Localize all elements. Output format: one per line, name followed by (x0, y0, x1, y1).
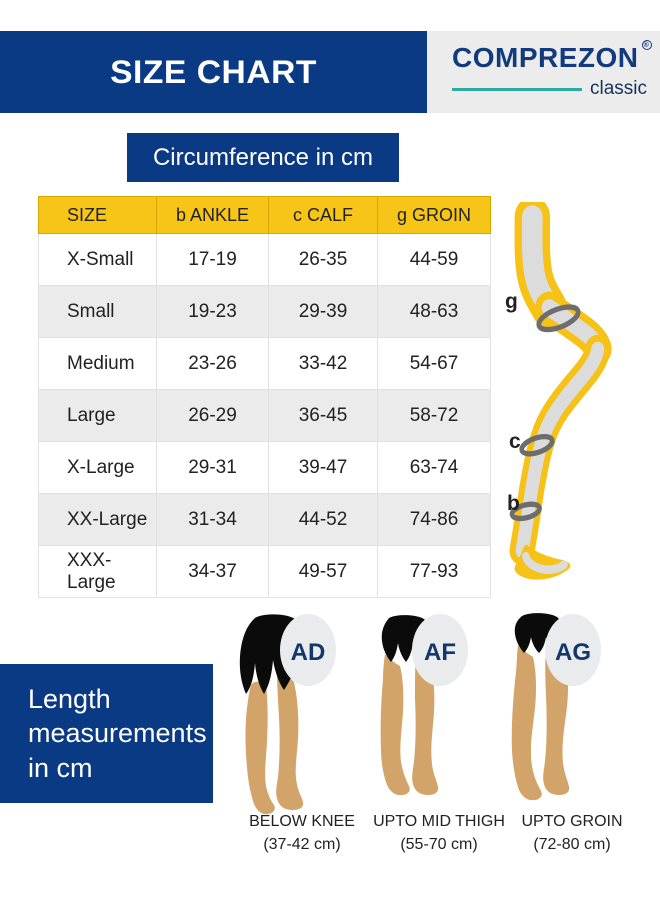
svg-text:AF: AF (424, 639, 456, 666)
svg-text:AG: AG (555, 639, 591, 666)
svg-text:AD: AD (291, 639, 326, 666)
